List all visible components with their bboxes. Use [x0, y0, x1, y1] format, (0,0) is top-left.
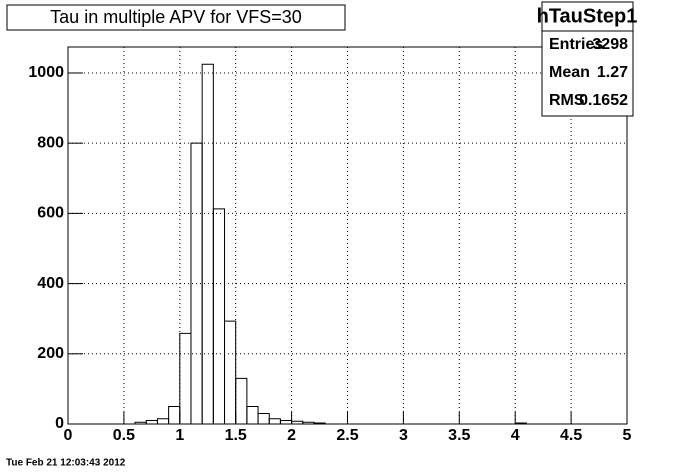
x-tick-label: 2 [287, 427, 296, 444]
x-tick-label: 1.5 [225, 427, 247, 444]
x-tick-label: 1 [175, 427, 184, 444]
stats-box [541, 1, 634, 117]
timestamp: Tue Feb 21 12:03:43 2012 [6, 458, 126, 469]
y-tick-label: 600 [37, 205, 64, 222]
title-box [6, 4, 346, 31]
y-tick-label: 0 [55, 415, 64, 432]
stats-label: RMS [549, 92, 585, 109]
stats-title: hTauStep1 [537, 5, 638, 27]
histogram-bin [514, 422, 527, 424]
stats-value: 0.1652 [579, 92, 628, 109]
stats-label: Entries [549, 36, 603, 53]
histogram-bin [235, 377, 248, 424]
y-tick-label: 800 [37, 134, 64, 151]
plot-area: 0 0.5 1 1.5 2 2.5 3 3.5 4 4.5 5 0 200 400 600 800 1000 [28, 46, 632, 444]
x-tick-label: 0 [64, 427, 73, 444]
x-tick-label: 4.5 [560, 427, 582, 444]
stats-value: 1.27 [597, 64, 628, 81]
x-tick-label: 2.5 [336, 427, 358, 444]
x-tick-label: 3.5 [448, 427, 470, 444]
x-tick-label: 4 [511, 427, 520, 444]
stats-value: 3298 [592, 36, 628, 53]
histogram-bin [212, 208, 226, 424]
x-tick-label: 3 [399, 427, 408, 444]
x-tick-label: 5 [623, 427, 632, 444]
histogram-bin [224, 320, 237, 424]
x-tick-label: 0.5 [113, 427, 135, 444]
chart-title: Tau in multiple APV for VFS=30 [50, 7, 302, 27]
y-tick-label: 200 [37, 345, 64, 362]
y-tick-label: 1000 [28, 64, 64, 81]
y-tick-label: 400 [37, 275, 64, 292]
stats-label: Mean [549, 64, 590, 81]
histogram-bin [313, 422, 326, 424]
